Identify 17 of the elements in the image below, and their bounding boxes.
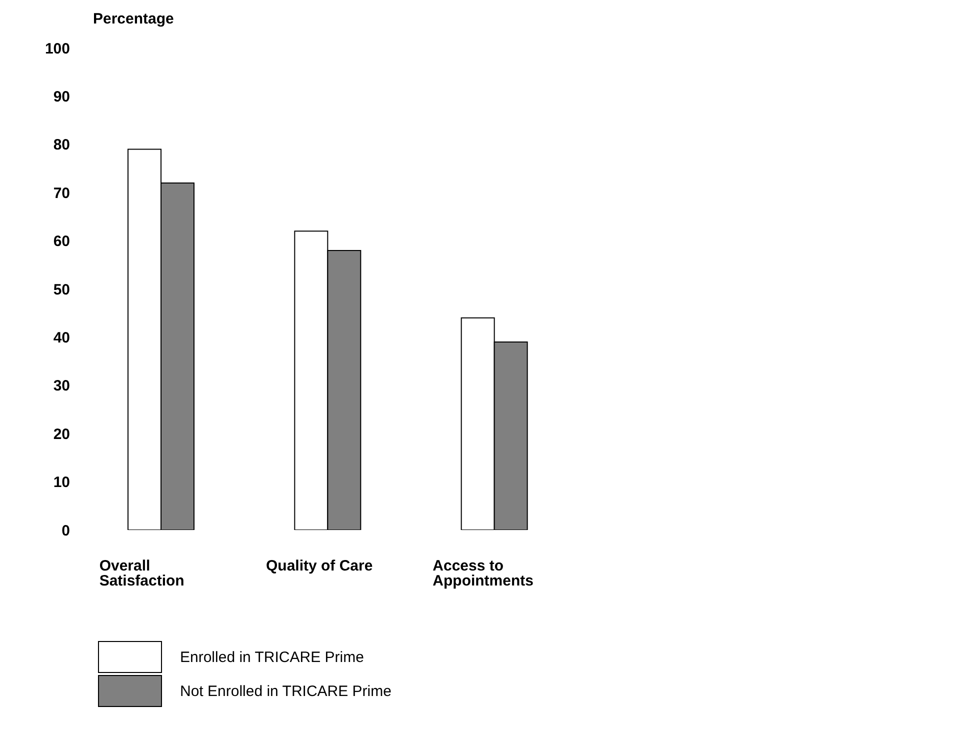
y-tick-label: 30: [53, 378, 70, 395]
y-tick-label: 40: [53, 330, 70, 347]
y-tick-label: 80: [53, 136, 70, 154]
y-tick-label: 0: [62, 522, 70, 540]
y-tick-label: 70: [53, 184, 70, 202]
y-tick-label: 60: [53, 233, 70, 250]
x-tick-label: Overall Satisfaction: [99, 558, 184, 590]
legend-label: Not Enrolled in TRICARE Prime: [180, 682, 392, 700]
y-tick-label: 100: [44, 40, 70, 58]
legend-label: Enrolled in TRICARE Prime: [180, 648, 364, 666]
x-tick-label: Quality of Care: [266, 558, 373, 575]
y-tick-label: 10: [53, 474, 70, 492]
y-tick-label: 50: [53, 281, 70, 298]
y-tick-label: 20: [53, 426, 70, 443]
y-axis-title: Percentage: [93, 10, 174, 28]
y-tick-label: 90: [53, 88, 70, 106]
x-tick-label: Access to Appointments: [432, 558, 534, 590]
